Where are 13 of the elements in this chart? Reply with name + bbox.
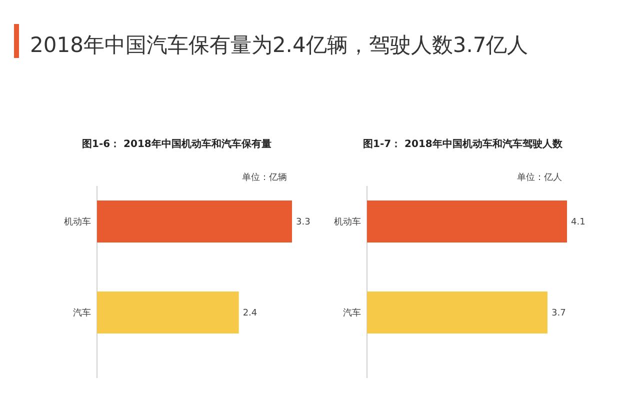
chart-subtitle: 图1-6： 2018年中国机动车和汽车保有量 bbox=[82, 138, 272, 150]
y-tick-label: 机动车 bbox=[64, 216, 91, 228]
text: 单位：亿辆 bbox=[242, 172, 287, 183]
y-tick-label: 机动车 bbox=[334, 216, 361, 228]
data-label: 3.7 bbox=[551, 308, 566, 318]
y-tick-label: 汽车 bbox=[73, 308, 91, 318]
data-label: 4.1 bbox=[571, 218, 586, 228]
data-label: 3.3 bbox=[296, 218, 310, 228]
data-label: 2.4 bbox=[242, 308, 258, 318]
text: 单位：亿人 bbox=[517, 172, 562, 183]
chart-title: 2018年中国汽车保有量为2.4亿辆，驾驶人数3.7亿人 bbox=[30, 33, 528, 57]
chart-title: 图1-7： 2018年中国机动车和汽车驾驶人数 bbox=[363, 138, 564, 150]
y-tick-label: 汽车 bbox=[343, 308, 361, 318]
